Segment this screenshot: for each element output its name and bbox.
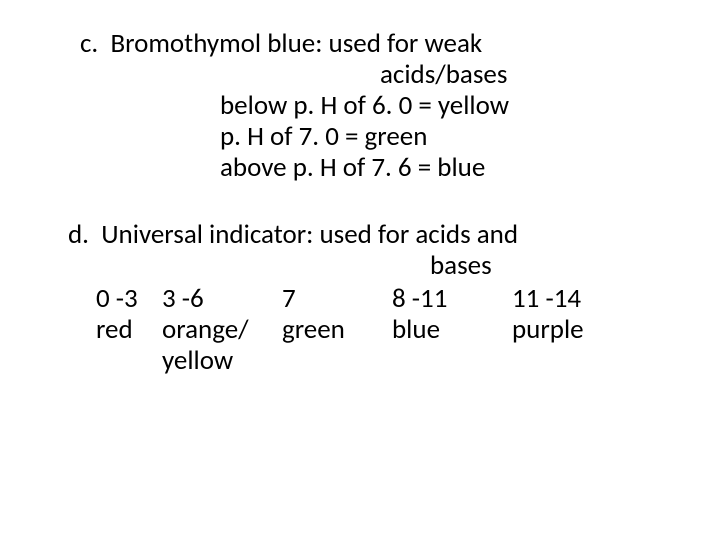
color-cell: green	[282, 314, 392, 345]
indicator-table: 0 -3 3 -6 7 8 -11 11 -14 red orange/ gre…	[60, 283, 660, 376]
range-cell: 11 -14	[512, 283, 660, 314]
range-cell: 0 -3	[96, 283, 162, 314]
item-c-line-0: below p. H of 6. 0 = yellow	[60, 90, 660, 121]
item-c-title: Bromothymol blue: used for weak	[110, 27, 482, 60]
item-d: d. Universal indicator: used for acids a…	[60, 219, 660, 376]
item-c-lead: c. Bromothymol blue: used for weak	[60, 28, 660, 59]
color-cell: yellow	[162, 345, 282, 376]
color-cell	[392, 345, 512, 376]
range-cell: 7	[282, 283, 392, 314]
range-cell: 8 -11	[392, 283, 512, 314]
item-c: c. Bromothymol blue: used for weak acids…	[60, 28, 660, 183]
item-d-marker: d.	[68, 218, 89, 251]
item-c-line-2: above p. H of 7. 6 = blue	[60, 152, 660, 183]
color-cell	[96, 345, 162, 376]
slide-content: c. Bromothymol blue: used for weak acids…	[0, 0, 720, 540]
item-d-title-cont: bases	[60, 250, 660, 281]
item-c-marker: c.	[80, 27, 98, 60]
color-cell	[282, 345, 392, 376]
color-cell: blue	[392, 314, 512, 345]
table-row: 0 -3 3 -6 7 8 -11 11 -14	[96, 283, 660, 314]
color-cell: purple	[512, 314, 660, 345]
color-cell: red	[96, 314, 162, 345]
table-row: yellow	[96, 345, 660, 376]
item-c-title-cont: acids/bases	[60, 59, 660, 90]
item-c-line-1: p. H of 7. 0 = green	[60, 121, 660, 152]
color-cell: orange/	[162, 314, 282, 345]
item-d-title: Universal indicator: used for acids and	[101, 218, 518, 251]
range-cell: 3 -6	[162, 283, 282, 314]
color-cell	[512, 345, 660, 376]
item-d-lead: d. Universal indicator: used for acids a…	[60, 219, 660, 250]
table-row: red orange/ green blue purple	[96, 314, 660, 345]
